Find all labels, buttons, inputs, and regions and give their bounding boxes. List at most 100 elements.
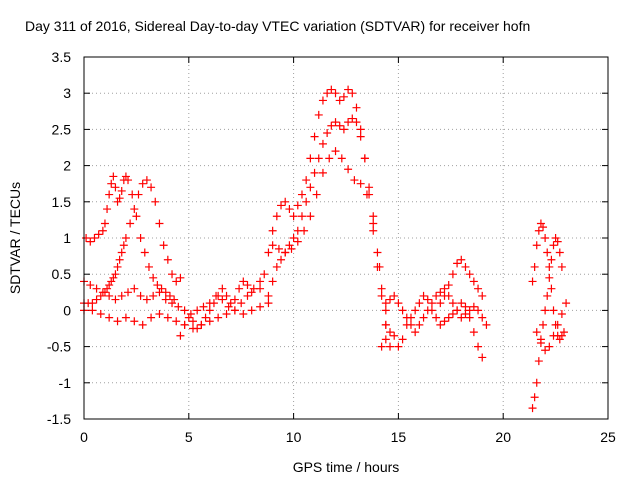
data-point	[478, 313, 487, 322]
data-point	[92, 284, 101, 293]
data-point	[82, 234, 91, 242]
data-point	[356, 179, 365, 188]
series-track-d	[80, 299, 273, 333]
data-point	[306, 183, 315, 192]
data-point	[543, 248, 552, 257]
data-point	[356, 132, 365, 141]
data-point	[121, 172, 130, 181]
axis-ticks	[83, 56, 609, 420]
grid	[84, 57, 608, 419]
data-point	[130, 284, 139, 293]
data-point	[170, 295, 179, 304]
data-point	[377, 284, 386, 293]
data-point	[350, 176, 359, 185]
data-point	[528, 404, 537, 413]
data-point	[230, 306, 239, 315]
data-point	[440, 317, 449, 326]
data-point	[365, 183, 374, 192]
data-point	[297, 212, 306, 221]
data-point	[427, 299, 436, 308]
data-point	[419, 313, 428, 322]
data-point	[107, 277, 116, 286]
data-point	[555, 248, 564, 257]
y-tick-label: 0	[63, 302, 71, 318]
data-point	[444, 313, 453, 322]
data-point	[138, 179, 147, 188]
data-point	[381, 306, 390, 315]
x-tick-label: 5	[185, 429, 193, 445]
data-point	[176, 331, 185, 340]
x-tick-label: 15	[391, 429, 407, 445]
data-point	[543, 291, 552, 300]
data-point	[226, 299, 235, 308]
data-point	[339, 125, 348, 134]
data-point	[545, 342, 554, 351]
data-point	[335, 121, 344, 130]
data-point	[551, 234, 560, 242]
data-point	[323, 89, 332, 98]
data-point	[541, 346, 550, 355]
data-point	[444, 281, 453, 290]
y-tick-label: 2	[63, 158, 71, 174]
data-point	[398, 306, 407, 315]
chart-title: Day 311 of 2016, Sidereal Day-to-day VTE…	[25, 18, 530, 34]
x-tick-label: 0	[80, 429, 88, 445]
data-point	[222, 291, 231, 300]
data-point	[157, 284, 166, 293]
data-point	[310, 132, 319, 141]
series-track-i	[377, 291, 487, 362]
data-point	[289, 234, 298, 242]
data-point	[377, 291, 386, 300]
data-point	[218, 295, 227, 304]
data-point	[142, 176, 151, 185]
data-point	[532, 378, 541, 387]
data-point	[423, 306, 432, 315]
data-point	[105, 313, 114, 322]
data-point	[302, 176, 311, 185]
data-point	[293, 201, 302, 210]
data-point	[547, 255, 556, 264]
data-point	[260, 270, 269, 279]
data-point	[362, 190, 371, 199]
data-point	[100, 219, 109, 228]
data-point	[553, 320, 562, 329]
data-point	[312, 190, 321, 199]
data-point	[144, 262, 153, 271]
data-point	[448, 310, 457, 319]
data-point	[121, 313, 130, 322]
data-point	[549, 306, 558, 315]
data-point	[115, 255, 124, 264]
data-point	[547, 284, 556, 293]
data-point	[457, 313, 466, 322]
series-track-h	[268, 147, 390, 315]
data-point	[534, 226, 543, 235]
data-point	[121, 234, 130, 242]
data-point	[285, 241, 294, 250]
data-point	[331, 89, 340, 98]
data-point	[174, 302, 183, 311]
data-point	[478, 353, 487, 362]
y-tick-label: 3	[63, 85, 71, 101]
y-tick-label: 1	[63, 230, 71, 246]
data-point	[130, 205, 139, 214]
series-track-n	[532, 299, 571, 355]
data-point	[96, 291, 105, 300]
y-tick-label: 0.5	[52, 266, 72, 282]
data-point	[235, 284, 244, 293]
data-point	[448, 299, 457, 308]
data-point	[536, 338, 545, 347]
data-point	[411, 328, 420, 337]
data-point	[140, 248, 149, 257]
data-point	[318, 96, 327, 105]
x-axis-label: GPS time / hours	[293, 459, 400, 475]
data-point	[461, 262, 470, 271]
data-point	[281, 248, 290, 257]
data-point	[149, 273, 158, 282]
data-point	[119, 241, 128, 250]
data-point	[369, 219, 378, 228]
data-point	[239, 277, 248, 286]
data-point	[541, 234, 550, 242]
data-point	[214, 291, 223, 300]
data-point	[188, 317, 197, 326]
data-point	[419, 291, 428, 300]
